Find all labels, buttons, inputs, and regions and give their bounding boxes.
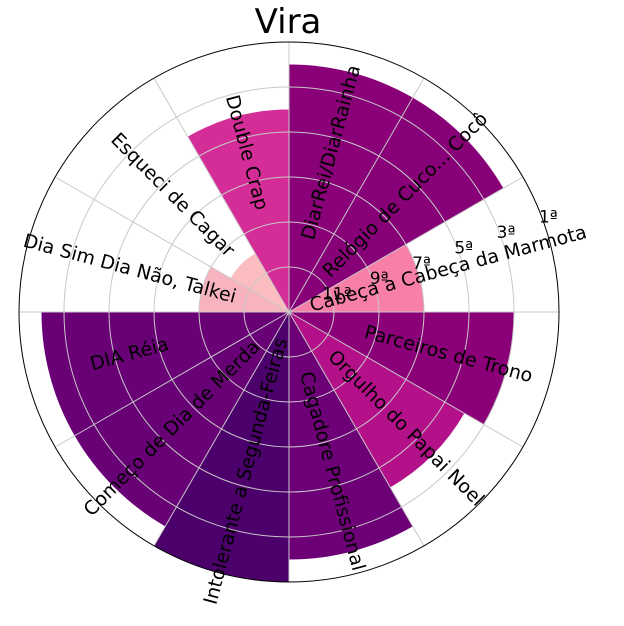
grid-spoke: [288, 77, 425, 313]
polar-bar: [289, 97, 504, 312]
radial-tick-label: 1ª: [539, 208, 558, 228]
radial-tick-label: 11ª: [322, 285, 352, 305]
radial-tick-label: 3ª: [497, 223, 516, 243]
polar-bar: [289, 312, 514, 425]
grid-spoke: [288, 311, 524, 448]
radial-tick-label: 7ª: [412, 254, 431, 274]
radial-tick-label: 9ª: [370, 269, 389, 289]
grid-spoke: [153, 77, 290, 313]
polar-bar: [289, 244, 424, 312]
polar-bar: [74, 312, 289, 527]
grid-spoke: [54, 176, 290, 313]
polar-frame: [18, 41, 560, 583]
polar-bar: [230, 253, 289, 312]
grid-spoke: [54, 311, 290, 448]
polar-bar: [154, 312, 289, 582]
grid-spoke: [288, 176, 524, 313]
chart-title: Vira: [255, 2, 322, 42]
polar-bar: [289, 312, 413, 560]
radial-tick-label: 5ª: [454, 238, 473, 258]
grid-spoke: [288, 311, 425, 547]
polar-bar: [289, 64, 413, 312]
polar-bar: [187, 109, 289, 312]
polar-bar: [199, 267, 289, 312]
grid-spoke: [153, 311, 290, 547]
polar-bar: [41, 312, 289, 436]
polar-bar: [289, 312, 465, 488]
